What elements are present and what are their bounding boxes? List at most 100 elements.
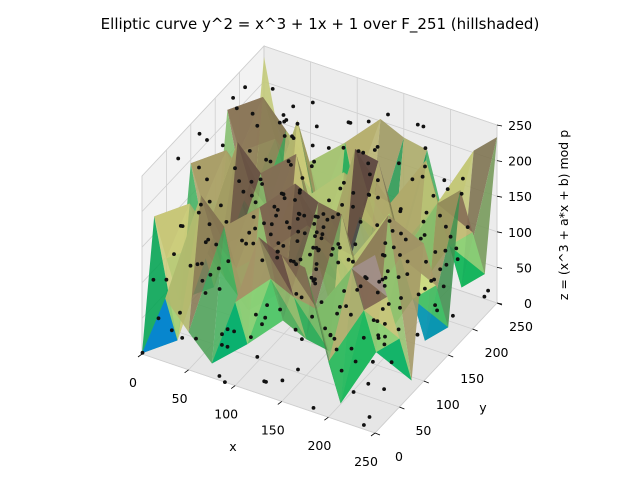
curve-point [383,334,387,339]
z-tick-label: 250 [508,118,532,133]
curve-point [296,229,301,234]
curve-point [217,287,222,291]
curve-point [251,215,256,219]
curve-point [282,134,287,138]
y-tick-label: 0 [395,449,403,464]
curve-point [335,311,339,316]
curve-point [375,145,380,149]
curve-point [415,122,420,127]
curve-point [294,262,298,267]
curve-point [326,146,331,150]
curve-point [260,258,265,263]
curve-point [180,224,185,229]
surface-facet [188,226,225,364]
curve-point [250,111,255,116]
surface [142,56,497,404]
curve-point [380,307,385,311]
curve-point [410,177,415,182]
y-tick-label: 100 [436,397,460,412]
curve-point [295,121,300,126]
curve-point [300,176,305,180]
curve-point [348,121,353,125]
curve-point [291,104,296,109]
curve-point [358,284,363,289]
curve-point [253,226,257,231]
x-tick [277,401,283,405]
curve-point [194,336,198,341]
curve-point [342,289,346,293]
curve-point [366,161,371,166]
curve-point [399,296,403,300]
surface-facet [281,255,318,310]
curve-point [403,237,408,242]
z-tick-label: 50 [516,260,532,275]
curve-point [313,234,317,239]
x-tick-label: 50 [172,391,188,406]
curve-point [217,374,222,378]
surface-facet [270,278,307,340]
curve-point [319,236,324,241]
curve-point [265,303,269,307]
curve-point [237,179,242,184]
surface-facet [341,214,378,351]
curve-point [272,204,277,209]
curve-point [308,252,312,257]
y-tick [374,432,381,436]
z-tick [496,160,503,162]
surface-facet [270,278,307,340]
curve-point [297,212,302,217]
curve-point [214,242,219,247]
curve-point [429,279,434,283]
curve-point [386,302,391,306]
curve-point [390,229,395,233]
z-tick-label: 0 [524,296,532,311]
curve-point [329,253,334,257]
curve-point [312,159,316,164]
curve-point [353,242,358,247]
curve-point [314,267,319,272]
surface-facet [235,236,271,303]
curve-point [268,159,273,164]
curve-point [399,231,403,236]
curve-point [383,241,388,246]
y-tick [399,406,405,410]
z-gridline [141,45,498,177]
curve-point [298,188,302,193]
curve-point [291,259,296,264]
curve-point [276,241,281,246]
curve-point [180,336,185,340]
curve-point [310,143,315,148]
curve-point [223,380,227,384]
curve-point [241,189,246,194]
curve-point [338,186,343,191]
curve-point [268,232,273,237]
surface-facet [412,285,449,328]
surface-facet [340,310,377,404]
surface-facet [388,215,424,381]
curve-point [443,248,448,253]
curve-point [232,329,237,334]
curve-point [258,177,263,182]
surface-facet [328,310,364,404]
surface-facet [258,236,294,298]
curve-point [321,212,326,216]
x-tick [184,369,189,374]
curve-point [396,275,401,279]
curve-point [244,241,249,246]
curve-point [293,198,297,202]
surface-facet [449,245,485,288]
curve-point [284,118,289,122]
curve-point [263,315,268,320]
curve-point [448,234,453,239]
x-tick-label: 0 [129,375,137,390]
curve-point [376,178,380,183]
curve-point [316,215,320,219]
curve-point [289,163,293,167]
curve-point [260,182,264,186]
z-tick [496,302,503,305]
curve-point [435,308,439,313]
y-tick-label: 50 [415,423,431,438]
curve-point [250,193,254,198]
curve-point [219,203,223,208]
curve-point [231,96,236,100]
